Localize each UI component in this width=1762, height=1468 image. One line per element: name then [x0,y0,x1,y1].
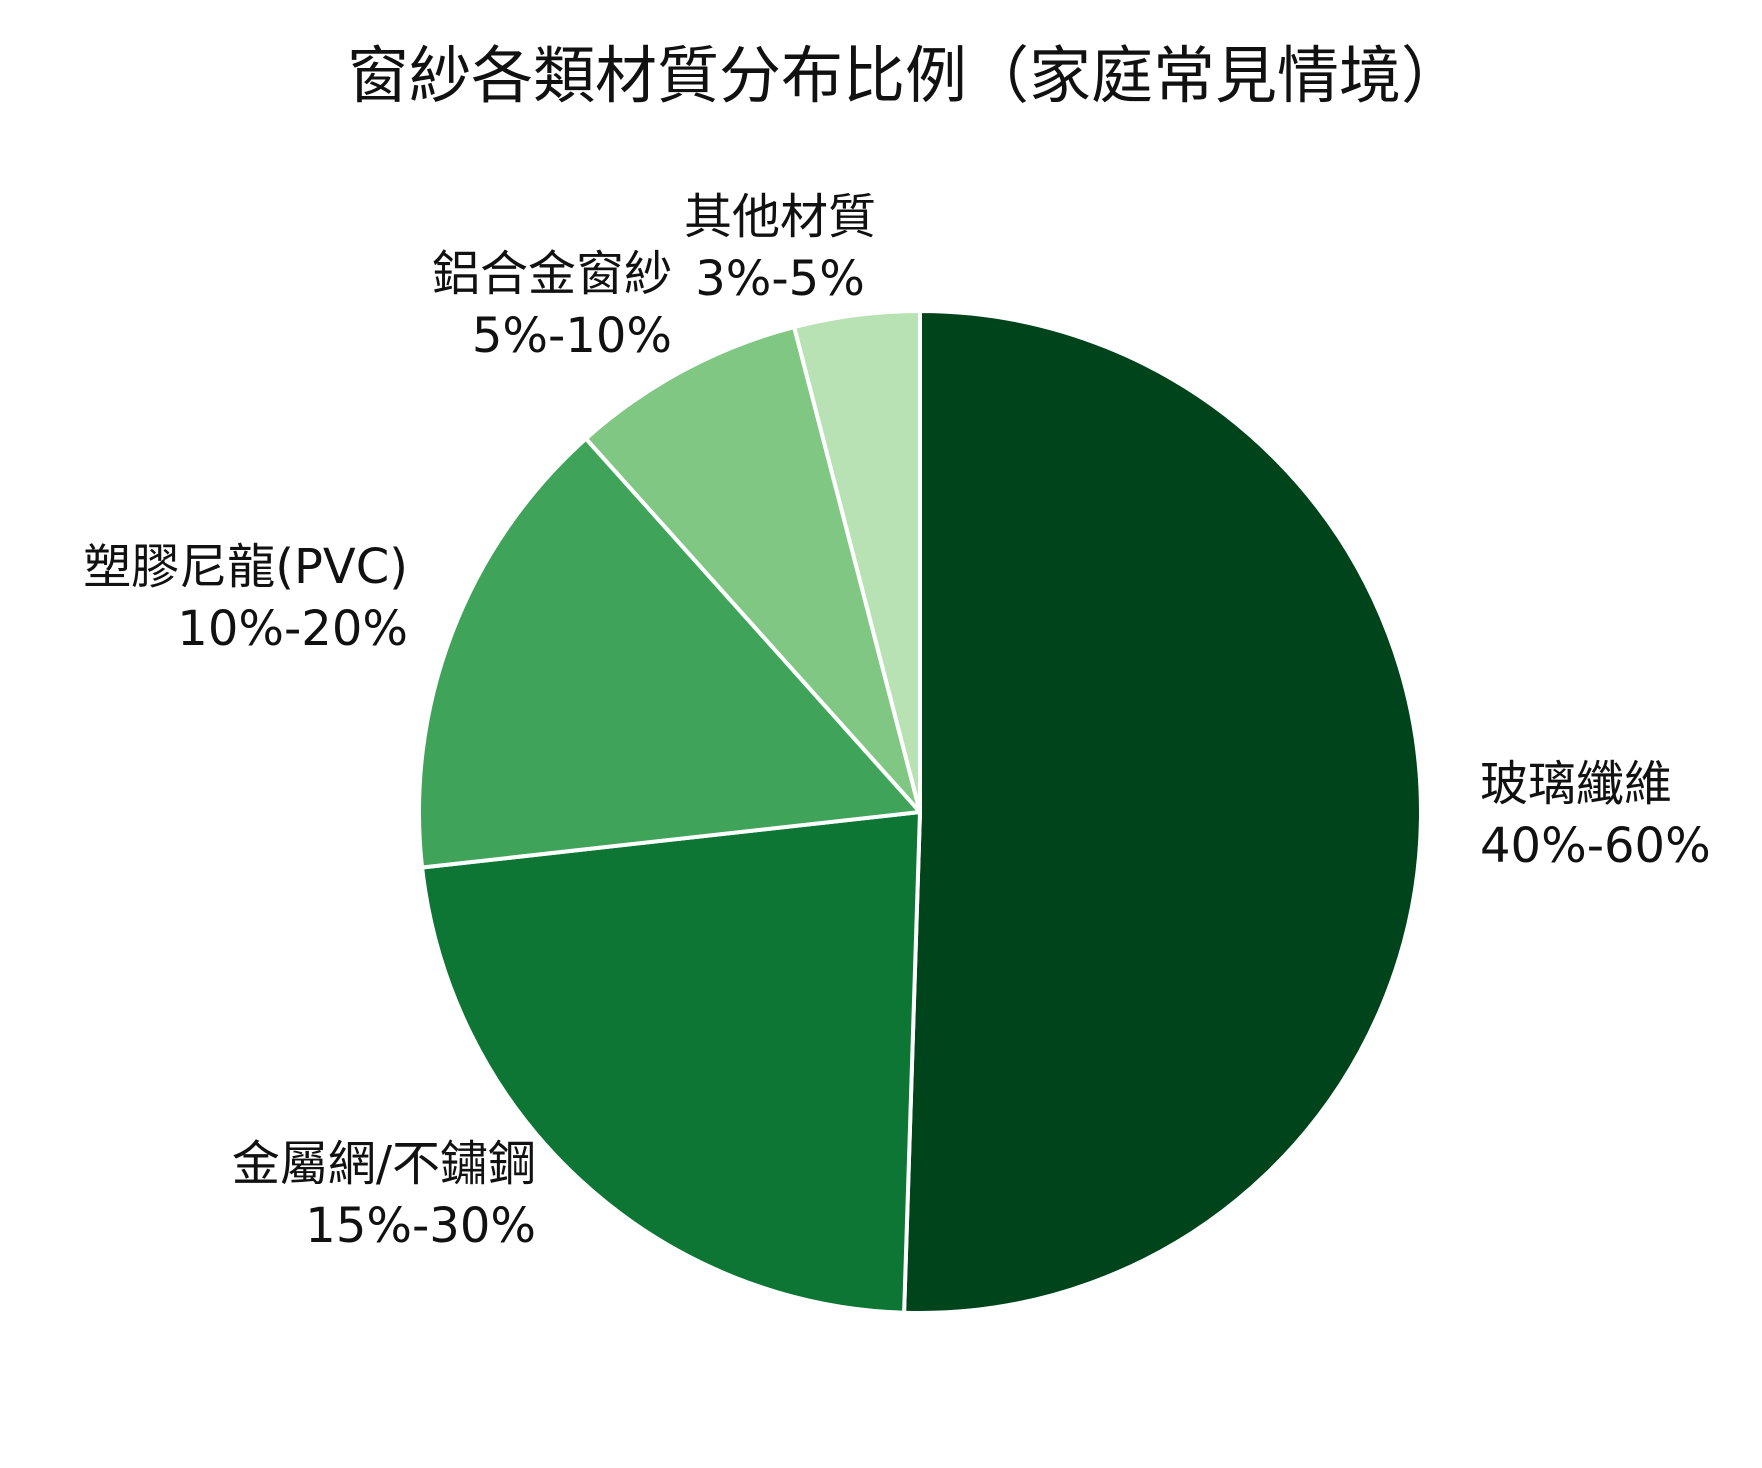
slice-range-label: 40%-60% [1480,818,1711,874]
slice-name-label: 塑膠尼龍(PVC) [83,539,408,595]
pie-slice [417,436,922,870]
slice-range-label: 10%-20% [177,601,408,657]
chart-title: 窗紗各類材質分布比例（家庭常見情境） [347,39,1463,112]
slice-range-label: 3%-5% [695,251,865,307]
pie-labels: 玻璃纖維 40%-60% 金屬網/不鏽鋼 15%-30% 塑膠尼龍(PVC) 10%-20… [83,189,1710,1254]
slice-name-label: 玻璃纖維 [1480,756,1672,812]
slice-name-label: 鋁合金窗紗 [432,246,672,302]
pie-slice [902,309,1423,1315]
pie-slice [792,309,922,814]
slice-range-label: 15%-30% [305,1198,536,1254]
slice-range-label: 5%-10% [472,308,672,364]
pie-slices [417,309,1423,1315]
slice-name-label: 金屬網/不鏽鋼 [232,1136,536,1192]
pie-slice [420,810,922,1315]
pie-slice [583,325,922,814]
slice-name-label: 其他材質 [684,189,876,245]
